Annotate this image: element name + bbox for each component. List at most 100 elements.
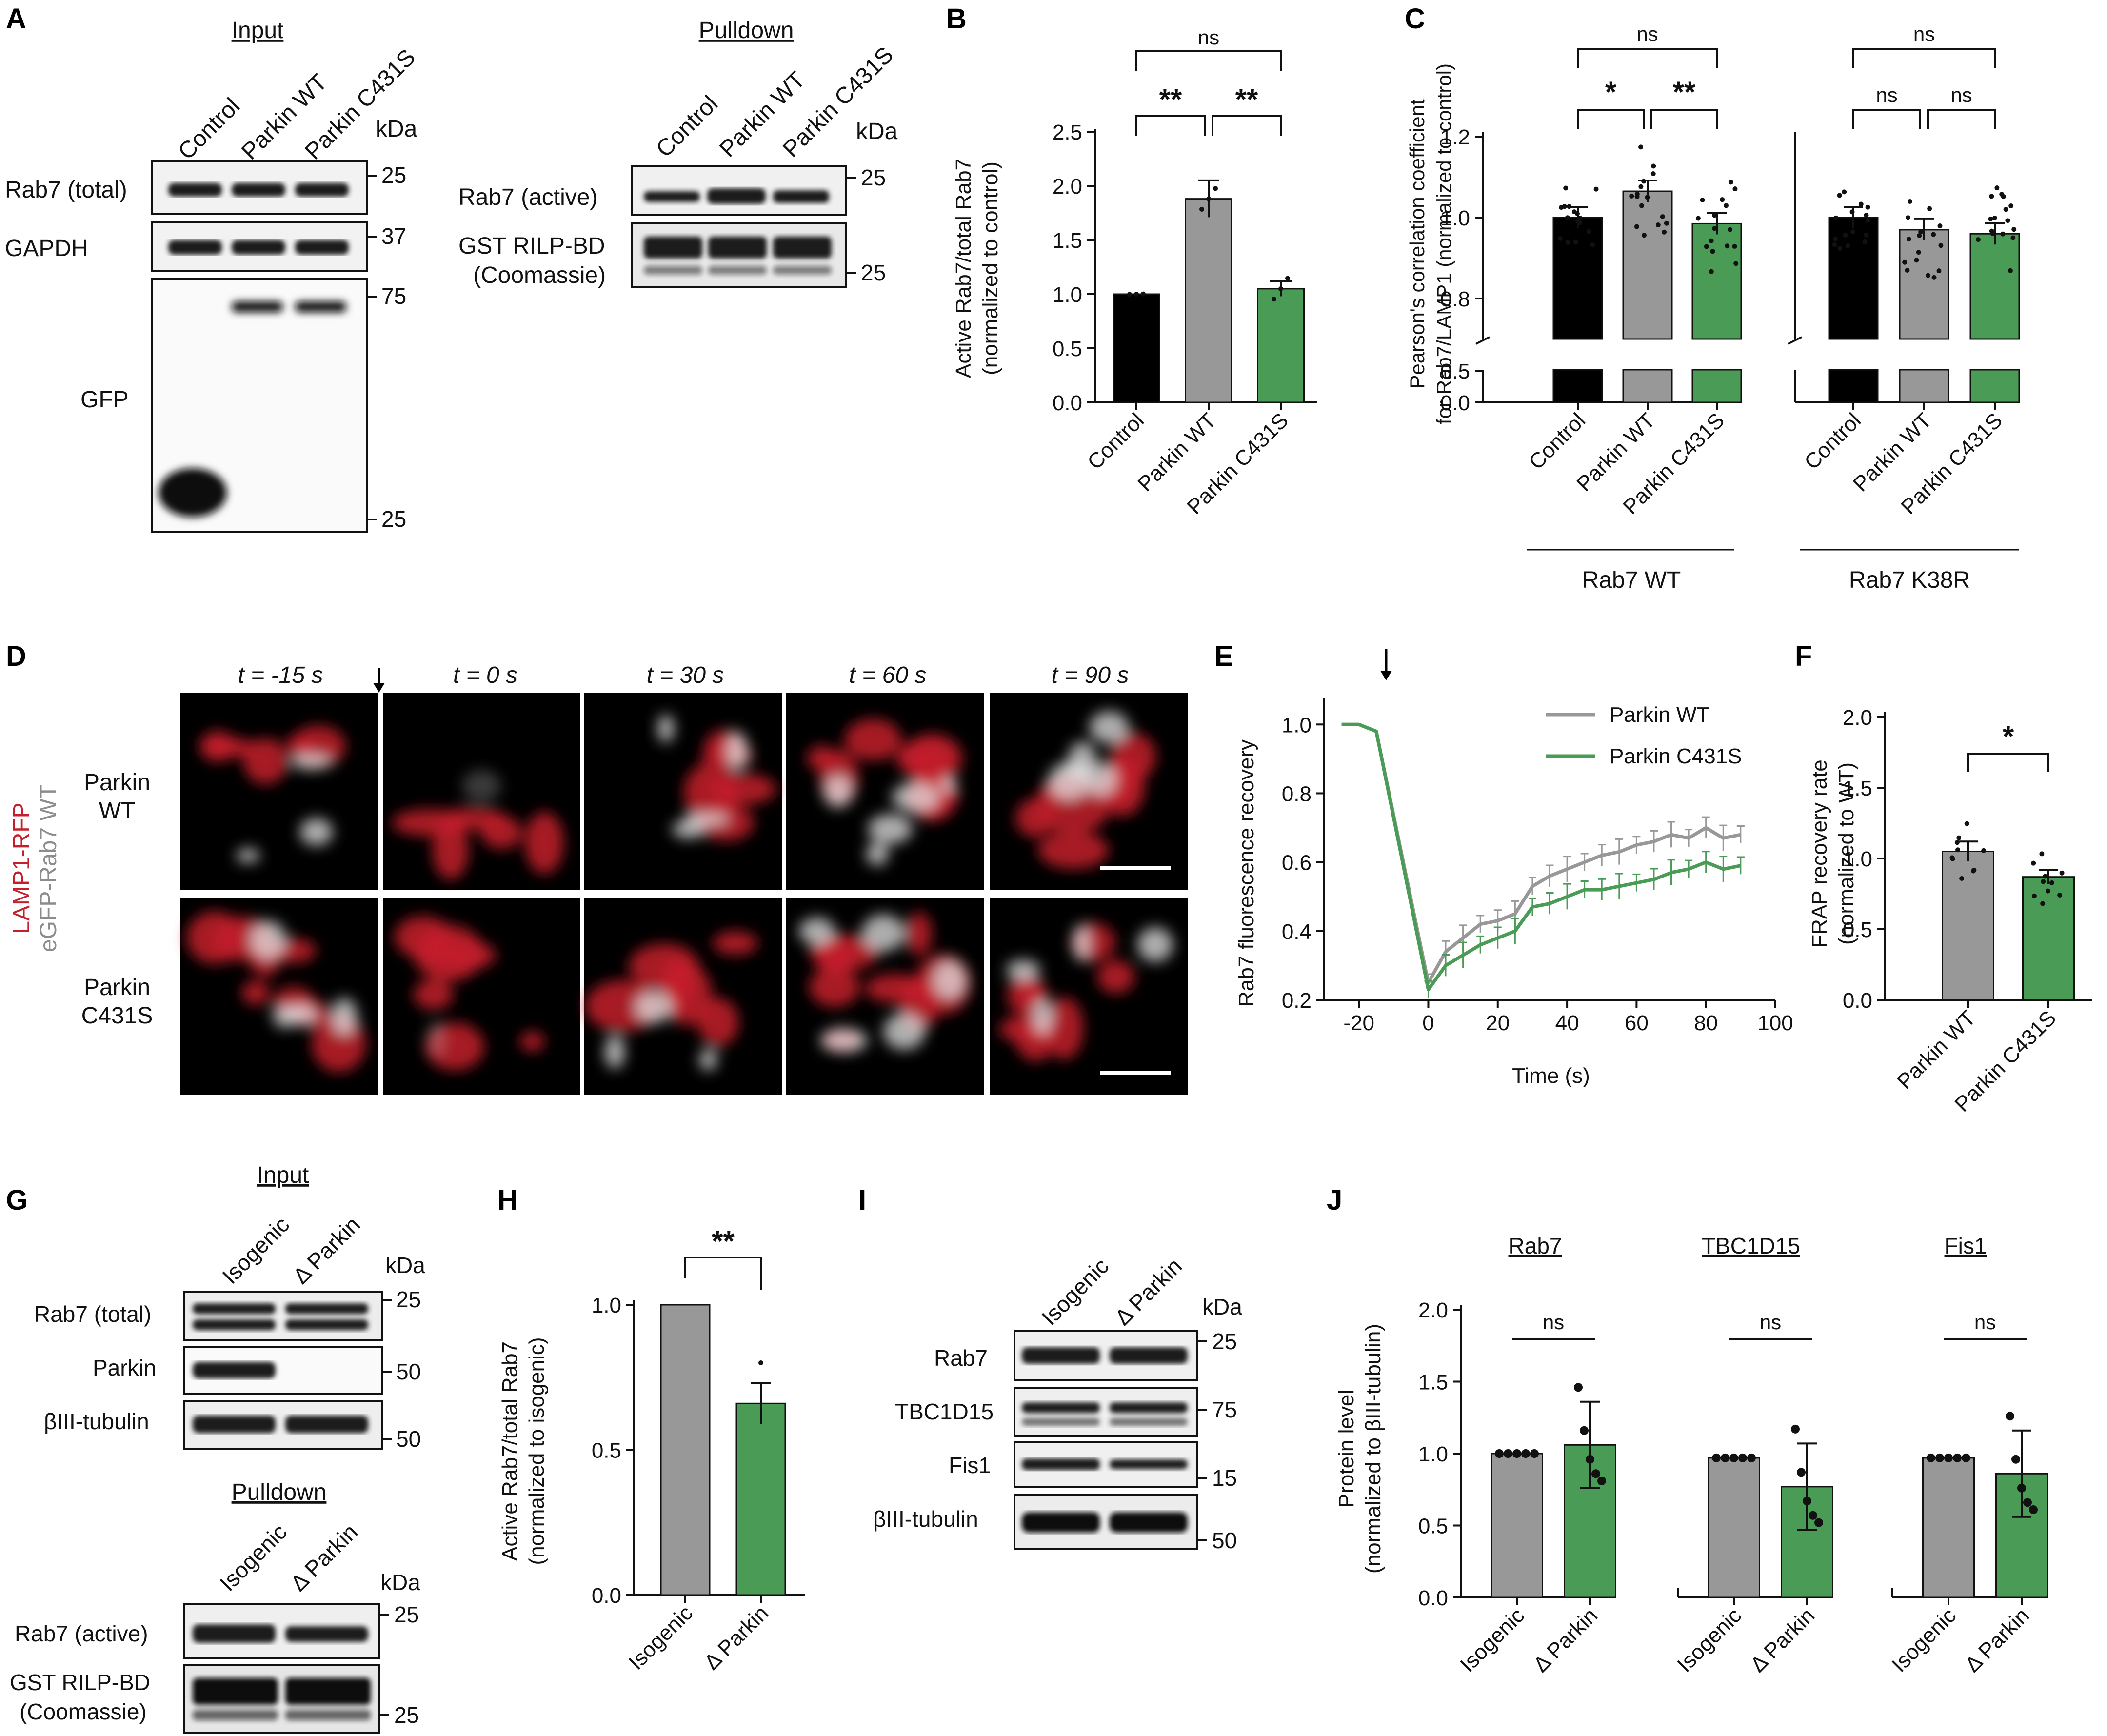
bands-gst-rilp bbox=[644, 237, 832, 275]
c-ytick-label: 0.0 bbox=[1440, 391, 1470, 415]
c-point bbox=[1864, 213, 1869, 218]
g-lane-dparkin: Δ Parkin bbox=[288, 1212, 365, 1289]
c-point bbox=[1926, 273, 1931, 278]
c-point bbox=[1664, 220, 1669, 226]
d-egfp-blob bbox=[862, 914, 905, 952]
c-point bbox=[1639, 203, 1645, 208]
b-sig-3-label: ns bbox=[1198, 26, 1219, 49]
g-marker-25: 25 bbox=[396, 1287, 421, 1312]
j-bar bbox=[1922, 1457, 1975, 1598]
c-point bbox=[1565, 215, 1570, 220]
c-point bbox=[2011, 227, 2017, 232]
d-lamp1-blob bbox=[906, 912, 932, 956]
g-marker-50: 50 bbox=[396, 1359, 421, 1384]
bands-rab7-total bbox=[168, 183, 349, 197]
h-ytick-label: 1.0 bbox=[592, 1294, 621, 1317]
d-egfp-blob bbox=[866, 842, 889, 866]
e-xlabel: Time (s) bbox=[1512, 1064, 1590, 1088]
d-image-grid bbox=[180, 693, 1188, 1095]
d-lamp1-blob bbox=[186, 911, 243, 964]
g-lane-isogenic: Isogenic bbox=[217, 1212, 294, 1289]
d-egfp-blob bbox=[1089, 711, 1129, 744]
c-group1-label: Rab7 WT bbox=[1582, 567, 1681, 593]
c-point bbox=[1858, 201, 1864, 207]
j-ytick-label: 1.0 bbox=[1418, 1442, 1448, 1466]
f-category-label: Parkin WT bbox=[1892, 1006, 1980, 1094]
g-marker-50b: 50 bbox=[396, 1426, 421, 1452]
j-category-label: Δ Parkin bbox=[1746, 1603, 1820, 1677]
c-sig-a-label: ns bbox=[1876, 83, 1897, 106]
d-lamp1-blob bbox=[709, 773, 776, 805]
d-egfp-blob bbox=[883, 1013, 925, 1050]
c-point bbox=[1989, 194, 1994, 199]
g-pd-kda: kDa bbox=[380, 1570, 420, 1595]
e-ytick-label: 0.4 bbox=[1282, 920, 1312, 944]
b-sig-2-bracket bbox=[1212, 115, 1282, 136]
c-ytick-label: 1.2 bbox=[1440, 125, 1470, 149]
panel-c: Pearson's correlation coefficient for Ra… bbox=[1406, 22, 2020, 593]
b-bar bbox=[1113, 293, 1160, 403]
j-point bbox=[1944, 1453, 1953, 1462]
f-point bbox=[2040, 901, 2046, 906]
b-point bbox=[1213, 186, 1218, 191]
c-point bbox=[1650, 171, 1656, 177]
f-point bbox=[2059, 870, 2065, 876]
j-point bbox=[1803, 1497, 1811, 1506]
f-bar bbox=[1942, 851, 1994, 1001]
f-bar bbox=[2022, 876, 2075, 1001]
f-point bbox=[2045, 888, 2050, 894]
c-point bbox=[1862, 239, 1868, 244]
d-egfp-blob bbox=[799, 918, 835, 945]
f-point bbox=[1981, 848, 1987, 853]
c-sig-b-label: ns bbox=[1950, 83, 1972, 106]
c-point bbox=[1917, 233, 1922, 238]
c-bar-lower bbox=[1969, 369, 2020, 403]
d-tile-blobs bbox=[807, 718, 963, 866]
d-egfp-blob bbox=[250, 920, 286, 960]
d-egfp-blob bbox=[933, 960, 967, 999]
h-ylabel2: (normalized to isogenic) bbox=[525, 1337, 549, 1565]
e-bleach-arrow bbox=[1380, 649, 1392, 680]
panel-b: 0.0 0.5 1.0 1.5 2.0 2.5 Active Rab7/total Rab… bbox=[952, 26, 1317, 519]
c-point bbox=[1907, 199, 1912, 204]
c-point bbox=[1710, 249, 1715, 254]
j-bar bbox=[1708, 1457, 1760, 1598]
c-point bbox=[1709, 269, 1714, 274]
c-sig-c-label: ns bbox=[1636, 22, 1658, 45]
f-point bbox=[1954, 840, 1960, 845]
c-bar-upper bbox=[1691, 222, 1742, 340]
d-egfp-blob bbox=[892, 782, 939, 813]
c-point bbox=[1590, 242, 1595, 247]
c-point bbox=[1864, 232, 1869, 238]
c-point bbox=[1988, 216, 1993, 221]
d-egfp-blob bbox=[1137, 927, 1173, 962]
d-tile bbox=[180, 693, 378, 890]
e-xtick-label: -20 bbox=[1343, 1011, 1374, 1035]
marker-25: 25 bbox=[381, 162, 406, 188]
g-row-rab7-active: Rab7 (active) bbox=[15, 1621, 148, 1646]
d-egfp-blob bbox=[462, 770, 501, 802]
marker-75: 75 bbox=[381, 283, 406, 309]
d-tile bbox=[990, 693, 1188, 890]
j-ylabel: Protein level bbox=[1334, 1390, 1358, 1508]
f-point bbox=[2031, 860, 2036, 866]
j-group-title: Fis1 bbox=[1945, 1233, 1987, 1258]
c-point bbox=[1849, 209, 1855, 215]
b-sig-1-bracket bbox=[1135, 115, 1206, 136]
g-blot-rab7 bbox=[183, 1291, 383, 1341]
j-category-label: Δ Parkin bbox=[1529, 1603, 1603, 1677]
c-ytick-label: 1.0 bbox=[1440, 206, 1470, 230]
c-point bbox=[2008, 268, 2013, 273]
panel-letter-j: J bbox=[1327, 1184, 1342, 1216]
e-ytick-label: 1.0 bbox=[1282, 713, 1312, 737]
g-pd-marker-25: 25 bbox=[394, 1602, 419, 1627]
d-tile bbox=[786, 693, 984, 890]
b-point bbox=[1285, 276, 1290, 281]
d-lamp1-blob bbox=[1110, 732, 1156, 781]
d-row-parkin-c431s: Parkin C431S bbox=[81, 975, 153, 1029]
c-point bbox=[2010, 235, 2016, 240]
d-lamp1-blob bbox=[697, 998, 739, 1047]
panel-letter-c: C bbox=[1405, 3, 1425, 35]
